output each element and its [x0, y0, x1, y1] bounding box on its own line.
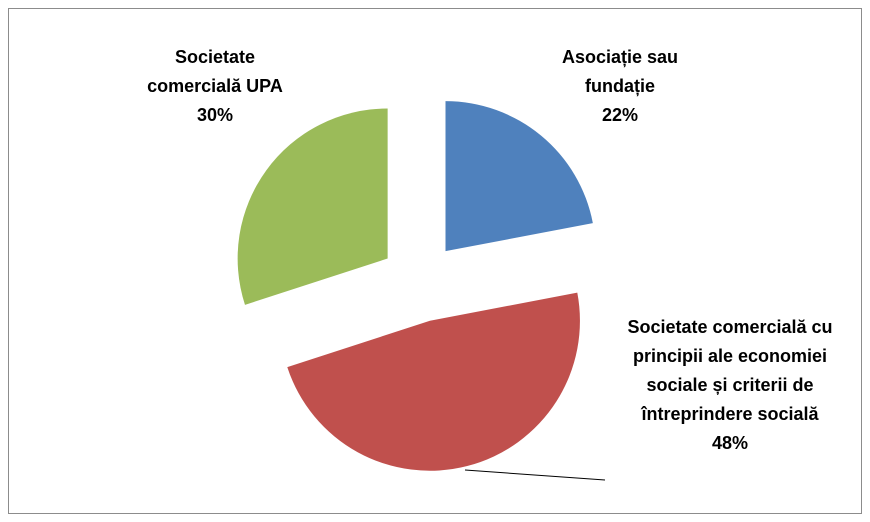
category-label: Asociație sau fundație — [561, 47, 679, 96]
value-label: 48% — [711, 433, 749, 453]
category-label: Societate comercială cu principii ale ec… — [627, 317, 833, 424]
value-label: 22% — [601, 105, 639, 125]
pie-slice — [237, 108, 388, 305]
value-label: 30% — [196, 105, 234, 125]
pie-slice — [445, 101, 593, 252]
pie-slice — [287, 292, 580, 471]
data-label: Societate comercială UPA 30% — [130, 43, 300, 130]
category-label: Societate comercială UPA — [147, 47, 283, 96]
data-label: Asociație sau fundație 22% — [530, 43, 710, 130]
data-label: Societate comercială cu principii ale ec… — [600, 313, 860, 458]
leader-line — [464, 469, 606, 481]
